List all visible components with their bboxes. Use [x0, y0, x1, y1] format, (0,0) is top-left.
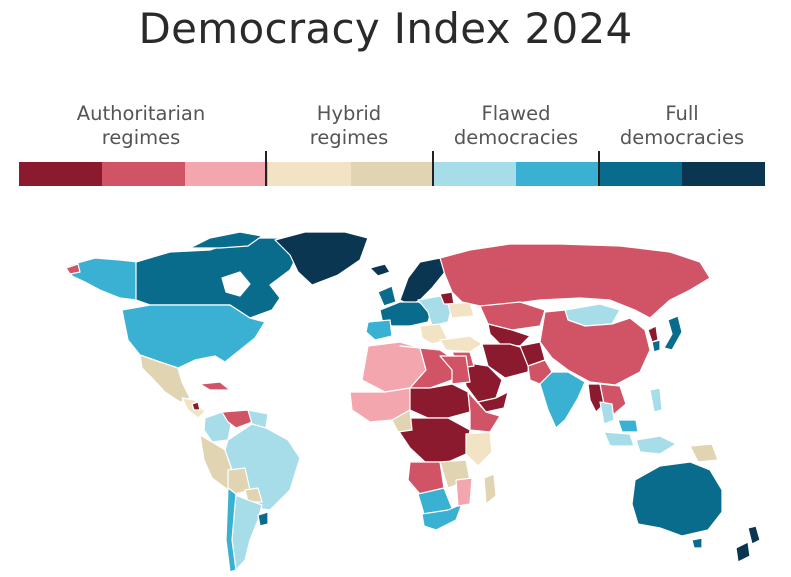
region-korea: [647, 325, 659, 343]
region-madagascar: [483, 473, 497, 505]
region-southeast-asia: [599, 383, 627, 417]
region-alaska-tip: [65, 263, 81, 275]
region-central-africa: [397, 417, 471, 463]
swatch-authoritarian-2: [101, 162, 185, 186]
region-new-zealand-north: [747, 525, 761, 545]
swatch-hybrid-2: [350, 162, 434, 186]
region-nigeria: [391, 409, 413, 433]
region-iceland: [369, 263, 391, 277]
legend-divider: [432, 151, 434, 186]
legend-label-line2: democracies: [619, 126, 745, 149]
legend-label-line2: regimes: [101, 126, 181, 149]
region-indonesia-2: [635, 435, 677, 455]
region-uruguay: [257, 511, 269, 527]
legend-label-hybrid: Hybrid regimes: [310, 102, 389, 150]
page-title: Democracy Index 2024: [138, 4, 633, 53]
region-mozambique: [455, 477, 473, 507]
swatch-flawed-2: [516, 162, 600, 186]
region-sahel: [409, 383, 471, 419]
region-indonesia-1: [603, 431, 635, 447]
region-canada-islands: [189, 231, 263, 249]
legend-label-line1: Full: [665, 102, 699, 125]
region-egypt: [439, 355, 471, 385]
legend-label-line2: regimes: [309, 126, 389, 149]
region-greenland: [274, 231, 369, 286]
region-new-zealand-south: [735, 541, 751, 563]
swatch-flawed-1: [433, 162, 517, 186]
region-iberia: [365, 319, 393, 341]
region-paraguay: [244, 487, 263, 503]
region-uk-ireland: [377, 285, 397, 307]
region-philippines: [649, 387, 663, 413]
swatch-authoritarian-1: [19, 162, 102, 186]
legend-label-line1: Hybrid: [316, 102, 382, 125]
legend-label-full: Full democracies: [620, 102, 744, 150]
region-east-africa: [465, 431, 493, 467]
legend-divider: [265, 151, 267, 186]
region-chile: [225, 487, 237, 573]
legend-label-line2: democracies: [453, 126, 579, 149]
region-png: [689, 443, 719, 463]
swatch-authoritarian-3: [184, 162, 268, 186]
region-malaysia: [617, 419, 639, 433]
legend-label-authoritarian: Authoritarian regimes: [77, 102, 205, 150]
swatch-full-1: [599, 162, 683, 186]
legend-label-flawed: Flawed democracies: [454, 102, 578, 150]
region-japan: [663, 315, 683, 351]
region-argentina: [231, 493, 263, 571]
region-nicaragua: [191, 401, 201, 411]
region-india: [539, 371, 586, 429]
region-south-korea: [651, 339, 661, 353]
region-alaska: [69, 257, 139, 301]
region-cuba: [199, 381, 231, 391]
region-brazil: [224, 423, 301, 511]
world-map: [65, 231, 761, 573]
swatch-full-2: [682, 162, 766, 186]
region-tasmania: [691, 537, 703, 549]
region-bolivia: [227, 467, 251, 495]
region-balkans: [419, 323, 449, 345]
region-thailand: [599, 401, 615, 425]
region-turkey: [439, 335, 483, 353]
region-china: [539, 309, 651, 386]
region-hudson-bay: [221, 271, 251, 297]
legend-divider: [598, 151, 600, 186]
legend-label-line1: Flawed: [481, 102, 551, 125]
swatch-hybrid-1: [267, 162, 351, 186]
legend-color-bar: [19, 162, 766, 186]
region-russia: [439, 243, 711, 319]
legend-label-line1: Authoritarian: [76, 102, 206, 125]
region-australia: [631, 461, 723, 537]
region-venezuela: [221, 409, 253, 429]
region-south-africa: [421, 503, 463, 531]
